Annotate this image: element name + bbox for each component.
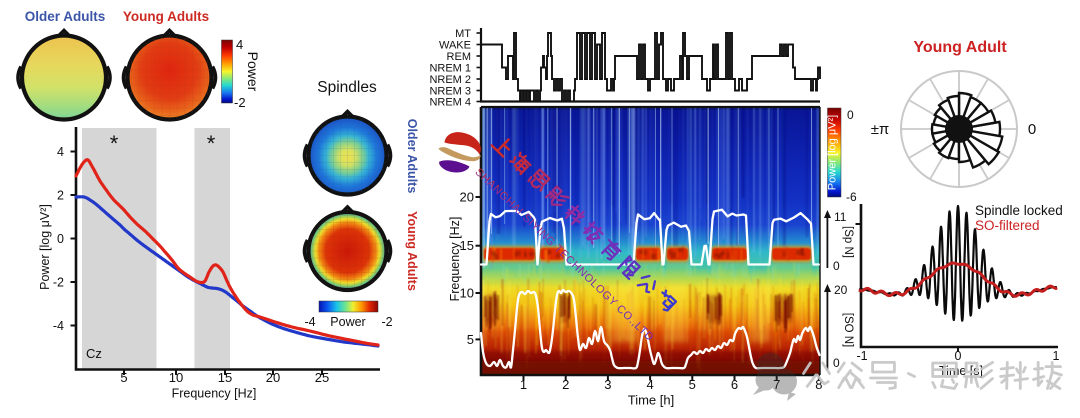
svg-text:4: 4 (57, 145, 64, 159)
svg-text:±π: ±π (871, 121, 890, 138)
svg-text:Older Adults: Older Adults (405, 119, 419, 194)
svg-text:NREM 2: NREM 2 (429, 74, 471, 86)
svg-text:0: 0 (1028, 121, 1036, 138)
svg-text:-6: -6 (846, 190, 857, 204)
svg-text:15: 15 (218, 370, 232, 385)
svg-text:Young Adults: Young Adults (405, 211, 419, 291)
svg-text:-2: -2 (234, 95, 246, 110)
svg-text:NREM 1: NREM 1 (429, 62, 471, 74)
svg-text:SO-filtered: SO-filtered (975, 218, 1040, 233)
svg-text:5: 5 (689, 377, 696, 392)
svg-text:Young Adult: Young Adult (913, 39, 1007, 56)
svg-text:0: 0 (847, 108, 854, 122)
svg-text:6: 6 (731, 377, 738, 392)
svg-text:Power [log μV²]: Power [log μV²] (38, 204, 52, 290)
svg-text:Power: Power (330, 315, 365, 329)
svg-text:Power [log μV²]: Power [log μV²] (827, 115, 839, 190)
svg-text:2: 2 (57, 189, 64, 203)
svg-text:20: 20 (460, 190, 474, 205)
svg-text:1: 1 (520, 377, 527, 392)
svg-text:Young Adults: Young Adults (123, 9, 209, 24)
svg-text:WAKE: WAKE (439, 39, 471, 51)
svg-text:MT: MT (455, 28, 471, 40)
svg-text:Frequency [Hz]: Frequency [Hz] (448, 217, 462, 302)
svg-text:5: 5 (467, 332, 474, 347)
svg-text:Spindles: Spindles (317, 79, 377, 96)
svg-text:5: 5 (120, 370, 127, 385)
svg-text:7: 7 (773, 377, 780, 392)
svg-text:3: 3 (604, 377, 611, 392)
svg-text:Cz: Cz (86, 346, 102, 361)
svg-text:Frequency [Hz]: Frequency [Hz] (172, 387, 257, 401)
svg-text:REM: REM (447, 51, 471, 63)
svg-text:20: 20 (834, 283, 848, 297)
svg-text:2: 2 (562, 377, 569, 392)
svg-text:Older Adults: Older Adults (25, 9, 106, 24)
svg-text:[Sp N]: [Sp N] (842, 226, 854, 258)
svg-text:Time [s]: Time [s] (939, 364, 983, 378)
svg-text:8: 8 (815, 377, 822, 392)
svg-text:20: 20 (266, 370, 280, 385)
svg-text:Power: Power (245, 52, 261, 92)
svg-text:-2: -2 (53, 276, 64, 290)
svg-text:4: 4 (236, 37, 243, 52)
svg-text:-4: -4 (53, 319, 64, 333)
svg-text:0: 0 (57, 232, 64, 246)
svg-text:15: 15 (460, 238, 474, 253)
svg-text:NREM 4: NREM 4 (429, 96, 471, 108)
svg-text:10: 10 (169, 370, 183, 385)
svg-text:Time [h]: Time [h] (628, 393, 674, 408)
svg-text:NREM 3: NREM 3 (429, 85, 471, 97)
svg-text:4: 4 (646, 377, 653, 392)
svg-text:-2: -2 (381, 315, 392, 329)
svg-text:0: 0 (833, 259, 840, 273)
svg-text:-1: -1 (856, 349, 867, 363)
svg-text:*: * (207, 131, 216, 156)
svg-text:25: 25 (315, 370, 329, 385)
svg-text:[SO N]: [SO N] (842, 313, 854, 348)
svg-text:11: 11 (834, 210, 847, 224)
svg-text:10: 10 (460, 286, 474, 301)
svg-text:1: 1 (1053, 349, 1060, 363)
svg-text:0: 0 (955, 349, 962, 363)
svg-text:-4: -4 (304, 315, 315, 329)
svg-text:Spindle locked: Spindle locked (975, 203, 1063, 218)
svg-text:*: * (110, 131, 119, 156)
svg-text:0: 0 (833, 356, 840, 370)
